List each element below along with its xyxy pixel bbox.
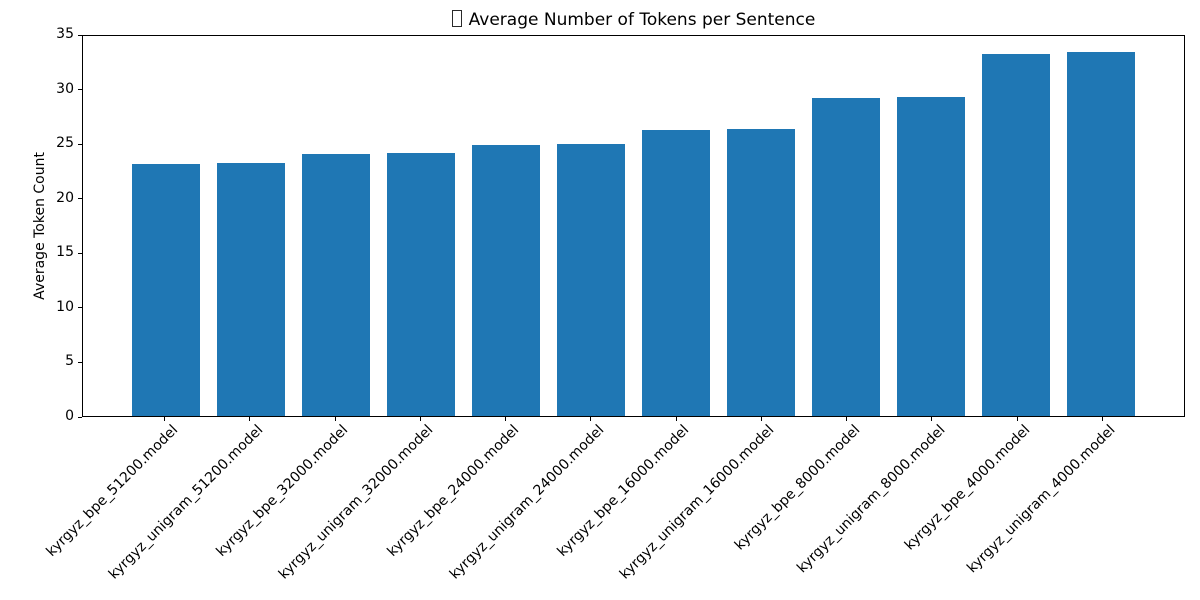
bar-slot — [1059, 36, 1144, 416]
y-tick-mark — [78, 252, 82, 254]
y-tick-mark — [78, 361, 82, 363]
bar-slot — [293, 36, 378, 416]
x-tick-mark — [419, 417, 421, 421]
bar-kyrgyz_unigram_4000.model — [1067, 52, 1136, 416]
y-tick-label: 5 — [65, 353, 74, 370]
y-tick-mark — [78, 34, 82, 36]
x-tick-mark — [334, 417, 336, 421]
x-tick-mark — [1101, 417, 1103, 421]
bar-slot — [123, 36, 208, 416]
y-axis-label: Average Token Count — [32, 152, 48, 300]
bar-slot — [974, 36, 1059, 416]
bar-kyrgyz_bpe_4000.model — [982, 54, 1051, 416]
y-tick-label: 15 — [56, 244, 74, 261]
plot-area — [82, 35, 1185, 417]
bar-slot — [889, 36, 974, 416]
bar-kyrgyz_bpe_32000.model — [301, 154, 370, 416]
bar-slot — [208, 36, 293, 416]
chart-title: Average Number of Tokens per Sentence — [82, 10, 1185, 30]
y-tick-label: 0 — [65, 408, 74, 424]
y-tick-label: 25 — [56, 135, 74, 152]
bar-kyrgyz_bpe_8000.model — [812, 97, 881, 416]
missing-emoji-glyph-icon — [451, 10, 462, 27]
y-tick-label: 30 — [56, 80, 74, 97]
y-tick-mark — [78, 198, 82, 200]
bar-kyrgyz_bpe_51200.model — [131, 164, 200, 416]
x-tick-label: kyrgyz_unigram_24000.model — [446, 422, 608, 583]
x-tick-label: kyrgyz_unigram_16000.model — [617, 422, 778, 583]
x-tick-mark — [164, 417, 166, 421]
y-tick-label: 35 — [56, 26, 74, 42]
bar-slot — [378, 36, 463, 416]
y-tick-label: 20 — [56, 189, 74, 206]
x-tick-mark — [505, 417, 507, 421]
bar-kyrgyz_unigram_32000.model — [386, 153, 455, 416]
x-tick-mark — [590, 417, 592, 421]
bars-container — [83, 36, 1184, 416]
bar-kyrgyz_unigram_51200.model — [216, 163, 285, 416]
y-tick-mark — [78, 416, 82, 418]
x-tick-mark — [931, 417, 933, 421]
bar-slot — [463, 36, 548, 416]
y-tick-mark — [78, 307, 82, 309]
bar-kyrgyz_bpe_16000.model — [641, 130, 711, 416]
bar-slot — [804, 36, 889, 416]
x-tick-mark — [760, 417, 762, 421]
x-tick-mark — [249, 417, 251, 421]
y-tick-label: 10 — [56, 298, 74, 315]
x-tick-mark — [1016, 417, 1018, 421]
bar-slot — [548, 36, 633, 416]
x-tick-label: kyrgyz_unigram_51200.model — [105, 422, 267, 583]
chart-title-text: Average Number of Tokens per Sentence — [468, 10, 816, 30]
x-tick-label: kyrgyz_unigram_4000.model — [964, 422, 1119, 577]
bar-slot — [719, 36, 804, 416]
x-tick-mark — [846, 417, 848, 421]
y-tick-mark — [78, 89, 82, 91]
x-tick-label: kyrgyz_unigram_32000.model — [276, 422, 437, 583]
bar-kyrgyz_bpe_24000.model — [471, 144, 540, 416]
bar-slot — [633, 36, 718, 416]
x-tick-label: kyrgyz_unigram_8000.model — [793, 422, 949, 577]
bar-kyrgyz_unigram_8000.model — [897, 96, 966, 416]
bar-kyrgyz_unigram_16000.model — [727, 129, 796, 416]
y-tick-mark — [78, 143, 82, 145]
x-tick-mark — [675, 417, 677, 421]
bar-kyrgyz_unigram_24000.model — [556, 143, 625, 416]
